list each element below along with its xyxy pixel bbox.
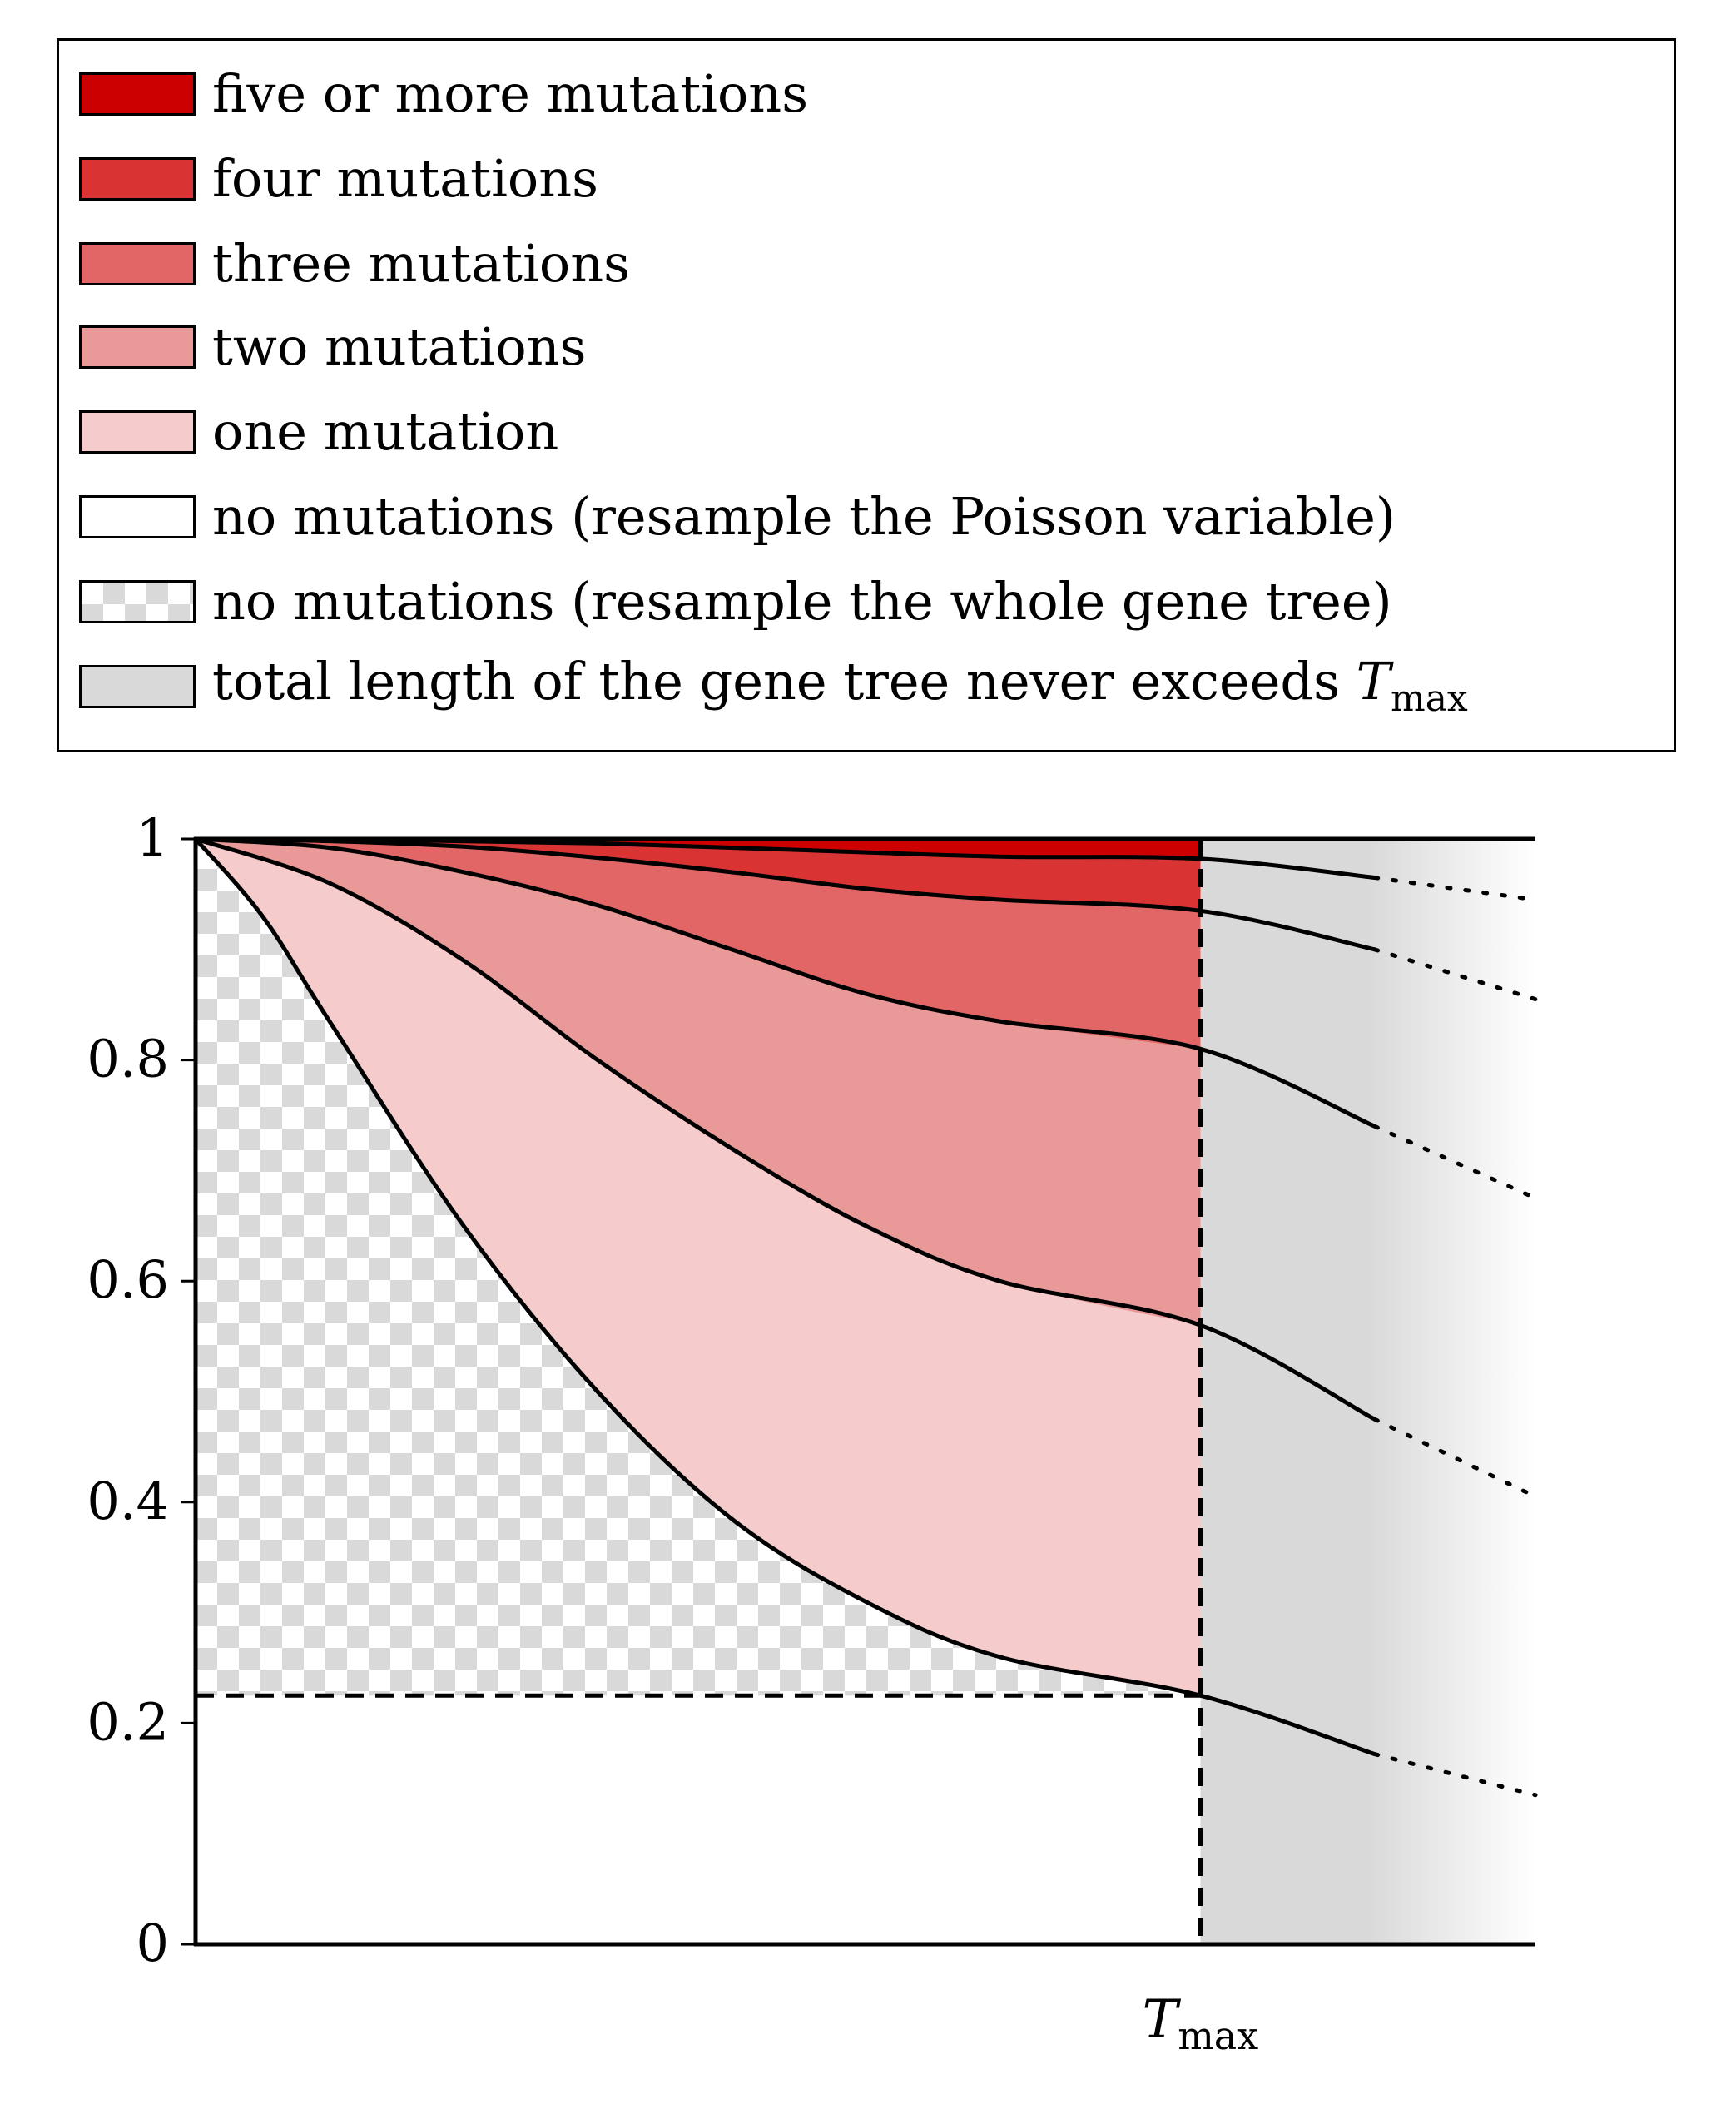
y-tick-label: 1 (136, 807, 169, 868)
legend-item-none-poisson: no mutations (resample the Poisson varia… (79, 475, 1396, 558)
legend-swatch (79, 410, 196, 454)
x-tick-label: Tmax (1143, 1989, 1259, 2058)
legend-swatch (79, 325, 196, 369)
curve-line (194, 837, 1376, 1756)
band-3-mutations (196, 839, 1201, 1050)
curve-tail-dotted (1372, 875, 1538, 902)
axes: 0 0.2 0.4 0.6 0.8 1 Tmax (87, 807, 1535, 2058)
legend-label: four mutations (212, 148, 598, 209)
legend-swatch (79, 495, 196, 538)
legend-label: one mutation (212, 401, 559, 462)
curve-line (195, 836, 1376, 952)
legend-swatch (79, 242, 196, 285)
legend-item-four: four mutations (79, 137, 598, 221)
legend-label: total length of the gene tree never exce… (212, 656, 1468, 717)
y-tick-label: 0 (136, 1913, 169, 1973)
legend-label: no mutations (resample the Poisson varia… (212, 486, 1396, 547)
resample-gene-tree-region (196, 839, 1201, 1696)
legend-item-two: two mutations (79, 305, 586, 389)
legend-label: two mutations (212, 316, 587, 377)
y-tick-label: 0.2 (87, 1691, 169, 1752)
legend-item-never-exceeds: total length of the gene tree never exce… (79, 645, 1468, 728)
legend-item-five-or-more: five or more mutations (79, 52, 808, 136)
chart: 0 0.2 0.4 0.6 0.8 1 Tmax (87, 807, 1538, 2058)
legend-label: five or more mutations (212, 63, 809, 124)
legend-box: five or more mutations four mutations th… (57, 38, 1676, 752)
curve-lines (194, 836, 1538, 1944)
background-regions (196, 839, 1535, 1944)
legend-label-text: total length of the gene tree never exce… (212, 651, 1357, 712)
legend-label: no mutations (resample the whole gene tr… (212, 571, 1392, 632)
legend-swatch (79, 157, 196, 201)
band-1-mutations (196, 839, 1201, 1696)
curve-line (195, 836, 1376, 1422)
legend-label-sub: max (1390, 677, 1468, 720)
legend-item-three: three mutations (79, 222, 630, 305)
y-tick-label: 0.8 (87, 1029, 169, 1089)
curve-tail-dotted (1372, 1417, 1538, 1499)
legend-item-one: one mutation (79, 390, 558, 474)
legend-swatch (79, 665, 196, 708)
curve-line (195, 836, 1376, 1129)
legend-swatch-checker (79, 580, 196, 623)
y-tick-label: 0.4 (87, 1471, 169, 1531)
y-tick-label: 0.6 (87, 1249, 169, 1310)
band-2-mutations (196, 839, 1201, 1326)
never-exceeds-region (1200, 839, 1535, 1944)
legend-swatch (79, 72, 196, 116)
legend-label-var: T (1356, 651, 1391, 712)
legend-item-none-gene-tree: no mutations (resample the whole gene tr… (79, 560, 1392, 643)
legend-label: three mutations (212, 233, 630, 294)
